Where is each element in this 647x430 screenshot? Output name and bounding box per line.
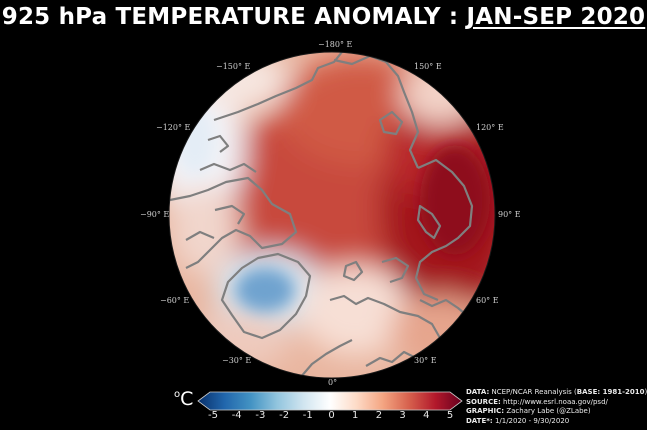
lon-label-150e: 150° E	[414, 62, 442, 71]
degree-symbol: o	[174, 389, 181, 400]
credit-source: SOURCE: http://www.esrl.noaa.gov/psd/	[466, 397, 608, 406]
lon-label-60w: −60° E	[160, 296, 190, 305]
colorbar-tick-label: 4	[423, 410, 430, 421]
lon-label-0: 0°	[328, 378, 338, 387]
lon-label-30e: 30° E	[414, 356, 437, 365]
lon-label-120e: 120° E	[476, 123, 504, 132]
unit-letter: C	[180, 388, 194, 410]
title-period: JAN-SEP 2020	[466, 4, 646, 30]
lon-label-30w: −30° E	[222, 356, 252, 365]
credit-graphic: GRAPHIC: Zachary Labe (@ZLabe)	[466, 407, 591, 416]
colorbar-bar	[197, 391, 463, 411]
colorbar-tick-label: -1	[302, 410, 313, 421]
map-title: 925 hPa TEMPERATURE ANOMALY : JAN-SEP 20…	[0, 4, 647, 30]
credit-data: DATA: NCEP/NCAR Reanalysis (BASE: 1981-2…	[466, 388, 647, 396]
colorbar-tick-label: 3	[399, 410, 406, 421]
title-main: 925 hPa TEMPERATURE ANOMALY :	[1, 4, 467, 30]
credit-date: DATE*: 1/1/2020 - 9/30/2020	[466, 416, 570, 425]
colorbar-tick-label: -4	[231, 410, 242, 421]
lon-label-150w: −150° E	[216, 62, 251, 71]
anomaly-field	[169, 52, 495, 378]
colorbar-tick-label: 1	[352, 410, 359, 421]
colorbar-tick-label: 0	[328, 410, 335, 421]
credits-block: DATA: NCEP/NCAR Reanalysis (BASE: 1981-2…	[466, 388, 647, 426]
lon-label-60e: 60° E	[476, 296, 499, 305]
lon-label-90w: −90° E	[140, 210, 170, 219]
colorbar-tick-label: 5	[446, 410, 454, 421]
lon-label-180: −180° E	[318, 40, 353, 49]
colorbar-tick-label: -2	[279, 410, 290, 421]
coastlines	[169, 52, 477, 378]
colorbar-unit: oC	[174, 388, 193, 410]
lon-label-120w: −120° E	[156, 123, 191, 132]
colorbar-tick-label: -5	[208, 410, 218, 421]
colorbar-tick-label: 2	[375, 410, 383, 421]
lon-label-90e: 90° E	[498, 210, 521, 219]
colorbar-tick-label: -3	[255, 410, 266, 421]
